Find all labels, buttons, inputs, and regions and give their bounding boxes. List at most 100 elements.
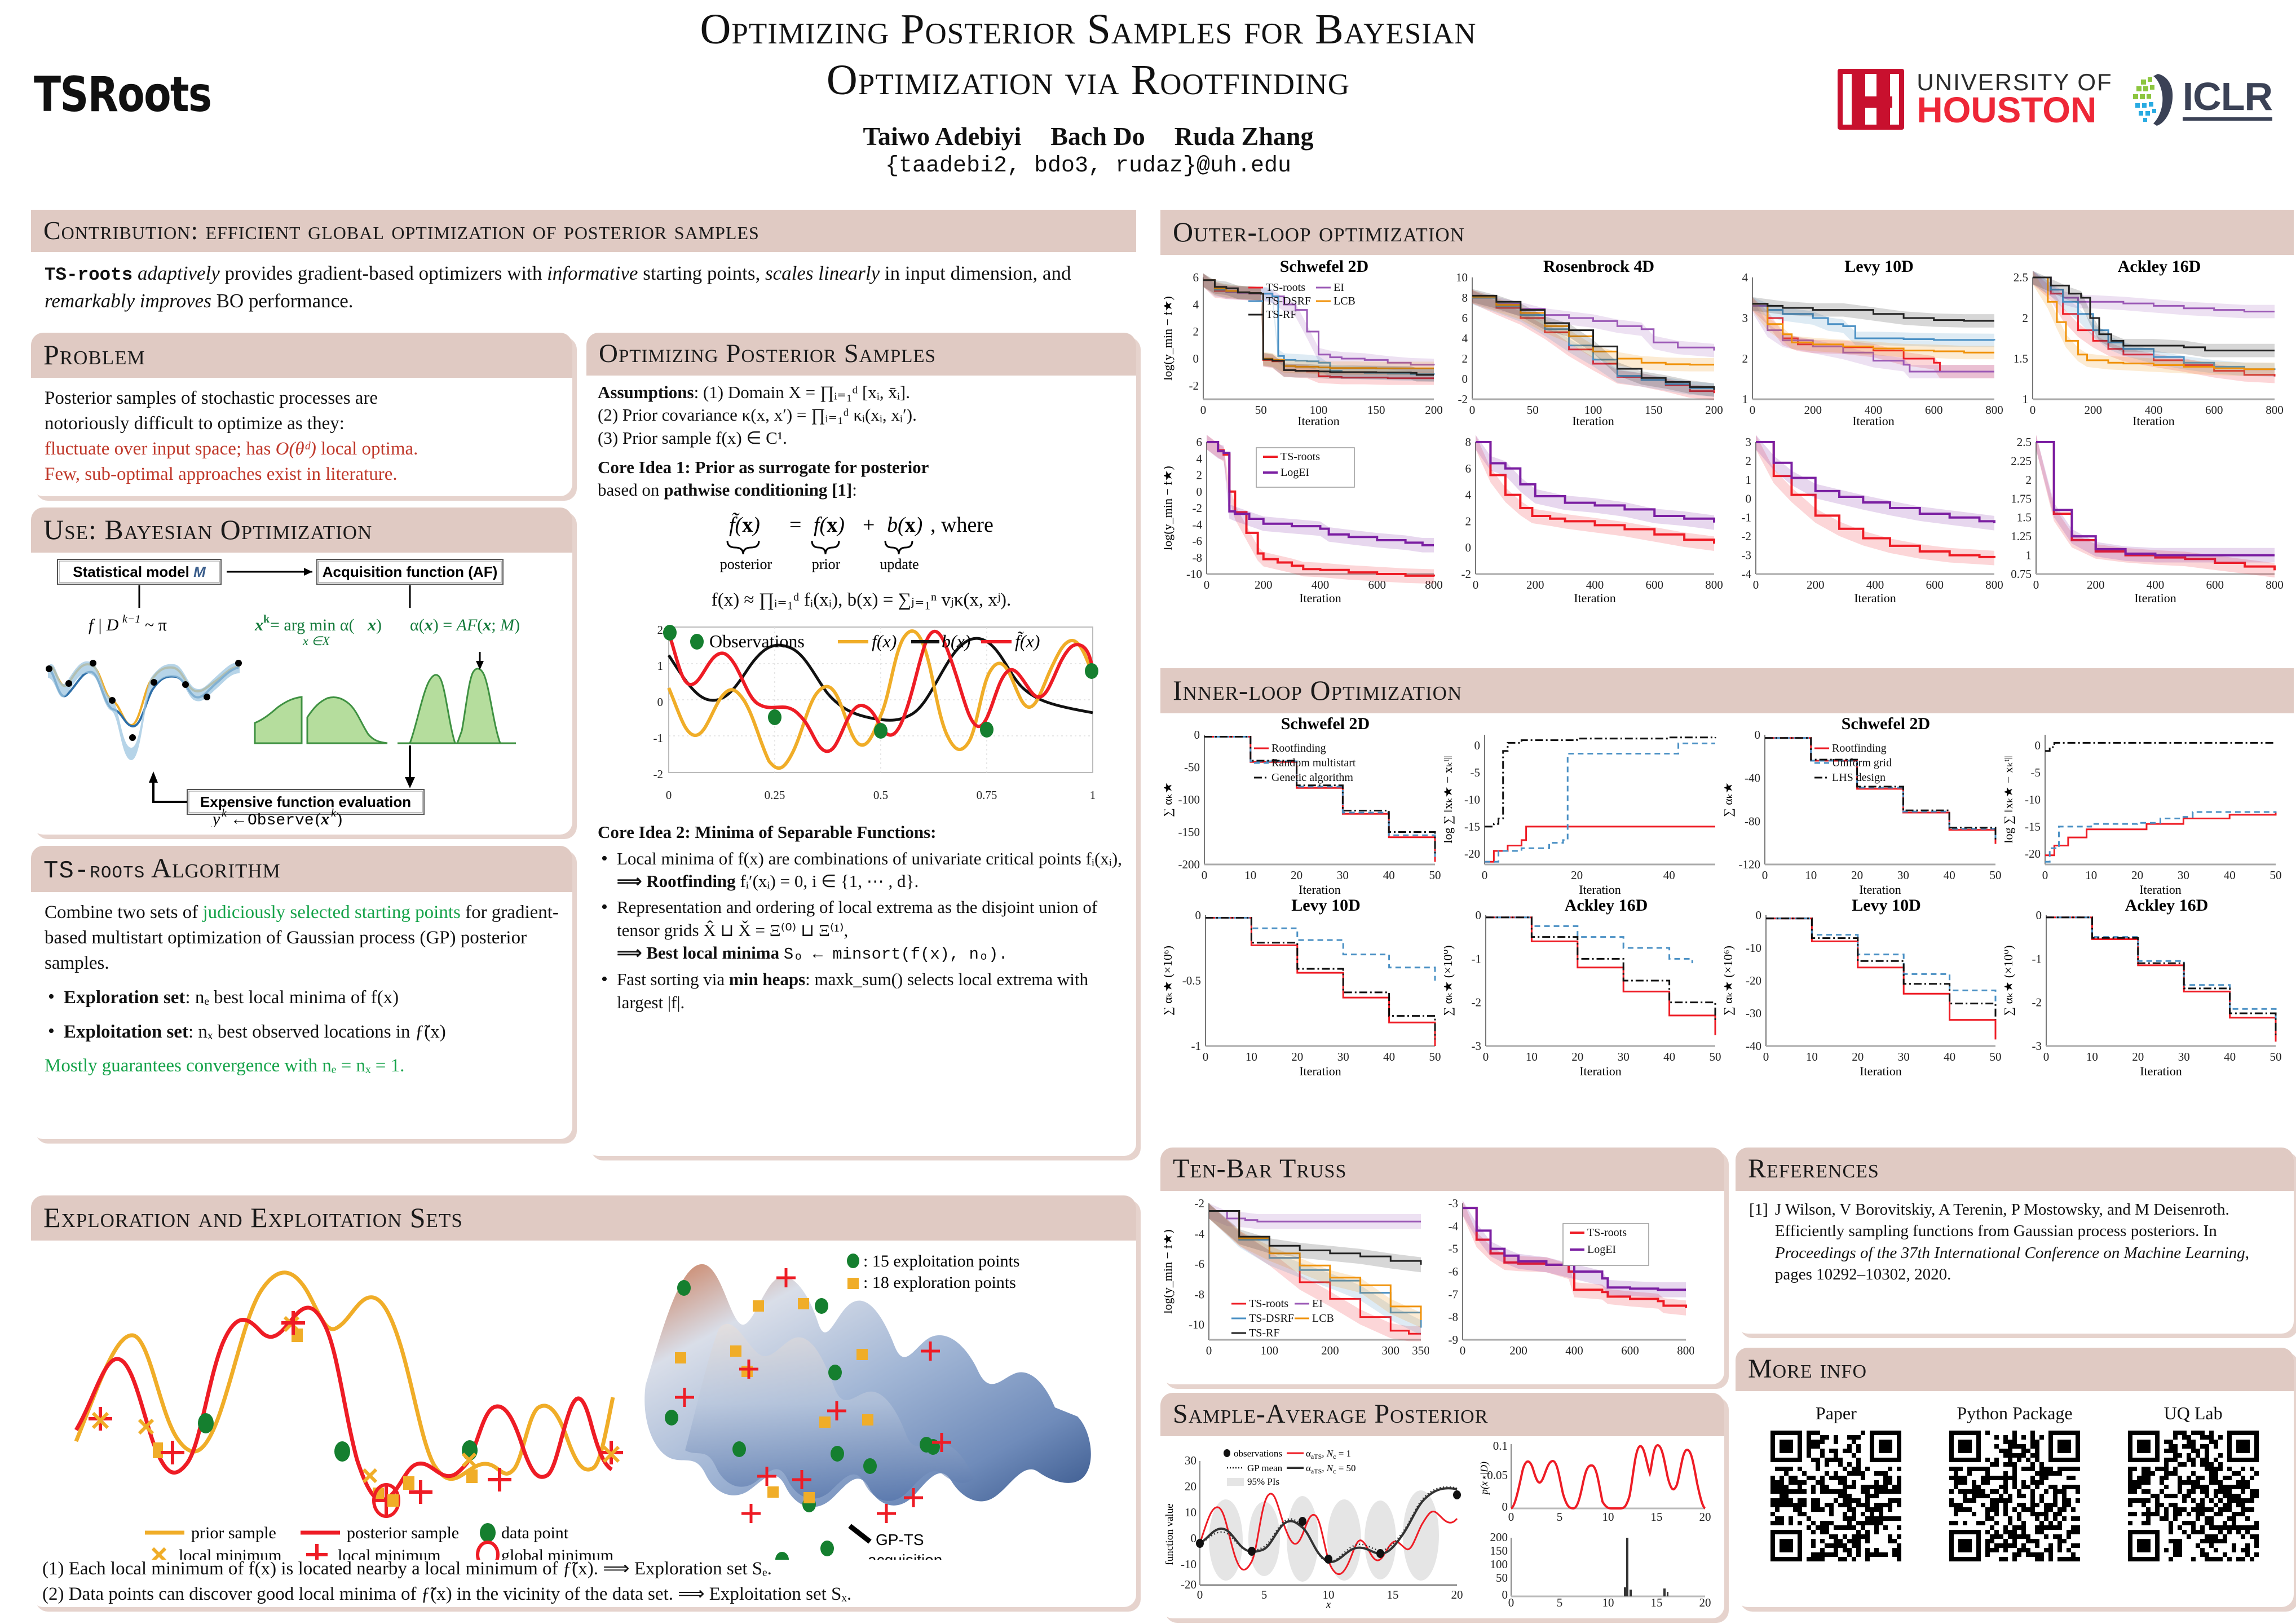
qr-code-block[interactable]: Paper — [1770, 1401, 1902, 1561]
svg-text:50: 50 — [1990, 1050, 2002, 1063]
eq-observe: y — [211, 810, 220, 827]
qr-code-block[interactable]: Python Package — [1949, 1401, 2080, 1561]
svg-text:2.5: 2.5 — [2017, 435, 2032, 449]
svg-text:GP mean: GP mean — [1247, 1463, 1283, 1473]
series-lhs-design — [2046, 916, 2277, 1038]
svg-text:200: 200 — [2085, 403, 2103, 417]
svg-text:-2: -2 — [1472, 996, 1482, 1009]
series-logei — [1756, 441, 1995, 523]
svg-text:50: 50 — [2270, 1050, 2282, 1063]
chart-ylabel: log ∑ ‖xₖ★ − xₖᵗ‖ — [1444, 756, 1455, 843]
svg-text:0: 0 — [2035, 739, 2041, 752]
chart-tenbar-right: -9 -8 -7 -6 -5 -4 -3 0 200 400 600 800 TS-roots LogEI — [1449, 1197, 1694, 1357]
references-body: [1] J Wilson, V Borovitskiy, A Terenin, … — [1736, 1191, 2294, 1294]
more-info-body: Paper Python Package UQ Lab — [1736, 1391, 2294, 1572]
svg-text:-1: -1 — [2032, 952, 2042, 965]
pathwise-equation: f̃(x) = f(x) + b(x) , where posterior pr… — [719, 513, 993, 573]
svg-text:400: 400 — [2147, 578, 2165, 592]
chart-title: Ackley 16D — [2125, 897, 2208, 915]
svg-text:0: 0 — [1750, 403, 1756, 417]
uh-wordmark: UNIVERSITY OF HOUSTON — [1917, 70, 2112, 128]
svg-text:30: 30 — [1185, 1454, 1196, 1467]
optimizing-posterior-panel: Optimizing Posterior Samples Assumptions… — [586, 333, 1136, 1156]
outer-loop-panel: Outer-loop optimization -2 0 2 4 6 0 50 100 150 2… — [1160, 210, 2294, 655]
series-lhs-design — [1766, 917, 1997, 1020]
svg-text:-30: -30 — [1746, 1007, 1761, 1020]
exploration-exploitation-panel: Exploration and Exploitation Sets — [31, 1195, 1136, 1607]
annot-line-1: GP-TS — [876, 1531, 924, 1548]
svg-text:0: 0 — [2033, 578, 2039, 592]
problem-line-1: Posterior samples of stochastic processe… — [45, 388, 378, 408]
svg-text:0.1: 0.1 — [1493, 1439, 1508, 1453]
svg-text:-4: -4 — [1193, 518, 1203, 531]
svg-text:4: 4 — [1193, 298, 1199, 311]
svg-text:0: 0 — [1476, 908, 1482, 922]
svg-text:30: 30 — [1337, 868, 1349, 882]
svg-text:-50: -50 — [1184, 761, 1200, 774]
svg-text:20: 20 — [2132, 1050, 2144, 1063]
chart-outer-ackley-16d-logei: 0.75 1 1.25 1.5 1.75 2 2.25 2.5 0 200 400 600 800 Ite… — [2011, 435, 2284, 604]
legend-ts-roots: TS-roots — [1266, 281, 1305, 294]
eq-af: α(x) = AF(x; M) — [410, 616, 520, 634]
svg-text:50: 50 — [1429, 1050, 1441, 1063]
svg-text:50: 50 — [1990, 868, 2002, 882]
svg-text:-15: -15 — [1464, 820, 1480, 833]
svg-text:10: 10 — [1602, 1596, 1614, 1608]
eq-update-term: b(x) — [887, 513, 922, 537]
svg-text:): ) — [337, 810, 342, 827]
svg-text:600: 600 — [1621, 1344, 1639, 1357]
svg-text:0.25: 0.25 — [764, 788, 785, 802]
svg-text:-120: -120 — [1739, 858, 1761, 871]
legend-ts-rf: TS-RF — [1249, 1327, 1279, 1339]
svg-text:40: 40 — [2224, 868, 2236, 882]
svg-text:-2: -2 — [1458, 392, 1468, 406]
inner-loop-body: -200 -150 -100 -50 0 0 10 20 30 40 50 Schwefel 2D It… — [1160, 713, 2294, 1080]
svg-text:30: 30 — [1618, 1050, 1630, 1063]
svg-text:600: 600 — [1368, 578, 1387, 592]
svg-text:-1: -1 — [1191, 1039, 1202, 1053]
legend-logei: LogEI — [1281, 466, 1309, 479]
svg-text:-5: -5 — [2031, 766, 2041, 779]
eq-posterior-term: f̃(x) — [729, 513, 760, 537]
page-title: Optimizing Posterior Samples for Bayesia… — [429, 5, 1748, 105]
svg-text:2: 2 — [2026, 473, 2032, 487]
explore-exploit-heading: Exploration and Exploitation Sets — [31, 1195, 1136, 1241]
legend-ts-dsrf: TS-DSRF — [1249, 1312, 1294, 1325]
svg-text:6: 6 — [1193, 271, 1199, 284]
legend-lcb: LCB — [1334, 295, 1355, 307]
svg-text:20: 20 — [1851, 868, 1863, 882]
legend-ts-dsrf: TS-DSRF — [1266, 295, 1311, 307]
core-idea-1-chart: 2 1 0 -1 -2 0 0.25 0.5 0.75 1 — [613, 621, 1110, 813]
svg-text:10: 10 — [1244, 868, 1256, 882]
chart-outer-levy-10d: 1 2 3 4 0 200 400 600 800 Levy 10D Iteration — [1742, 258, 2003, 427]
svg-text:0: 0 — [657, 695, 663, 709]
series-lhs-design — [1765, 737, 1997, 842]
qr-code-block[interactable]: UQ Lab — [2127, 1401, 2259, 1561]
series-ei — [1752, 304, 1994, 373]
series-rootfinding — [1204, 735, 1436, 862]
core-idea-1-sub: based on pathwise conditioning [1]: — [598, 480, 857, 500]
use-bo-panel: Use: Bayesian Optimization Statistical m… — [31, 508, 572, 835]
chart-inner-schwefel-2d-grid-dist: -20 -15 -10 -5 0 0 10 20 30 40 50 Iteration log ∑ ‖x… — [2004, 735, 2282, 896]
observation-points — [663, 625, 1098, 739]
chart-ylabel: ∑ αₖ★ — [1164, 782, 1175, 817]
svg-text:200: 200 — [1425, 403, 1443, 417]
institution-logos: UNIVERSITY OF HOUSTON ICLR — [1838, 69, 2273, 130]
svg-text:4: 4 — [1465, 488, 1472, 502]
svg-text:b(x): b(x) — [942, 631, 971, 651]
svg-text:6: 6 — [1465, 462, 1472, 475]
svg-text:posterior sample: posterior sample — [347, 1524, 459, 1542]
legend-ts-roots: TS-roots — [1587, 1226, 1627, 1239]
svg-text:=: = — [789, 513, 801, 537]
svg-text:800: 800 — [2266, 403, 2284, 417]
svg-text:-40: -40 — [1745, 771, 1760, 785]
svg-text:data point: data point — [501, 1524, 569, 1542]
series-rootfinding — [1485, 826, 1715, 863]
svg-text:-4: -4 — [1449, 1219, 1459, 1233]
algorithm-bullets: Exploration set: nₑ best local minima of… — [45, 984, 559, 1045]
svg-text:0: 0 — [1196, 485, 1203, 498]
svg-text:0: 0 — [2043, 1050, 2050, 1063]
svg-text:800: 800 — [1985, 403, 2003, 417]
